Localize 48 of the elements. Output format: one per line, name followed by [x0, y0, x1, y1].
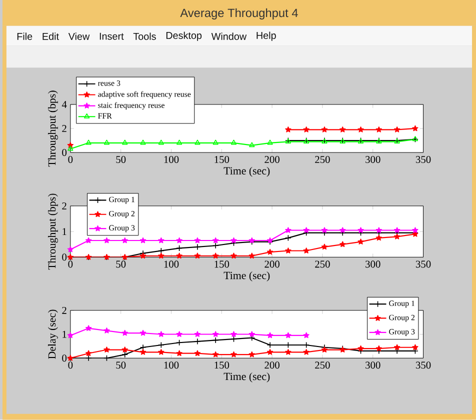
x-tick-label: 350 [416, 260, 431, 268]
y-axis-title: Throughput (bps) [48, 90, 58, 167]
y-tick-label: 2 [62, 125, 66, 132]
x-tick-label: 150 [214, 156, 230, 164]
x-tick-label: 50 [116, 362, 126, 369]
chart-title: Average Throughput 4 [180, 8, 298, 20]
x-tick-label: 100 [164, 156, 179, 164]
y-tick-label: 4 [62, 101, 67, 108]
x-tick-label: 300 [366, 156, 380, 164]
x-tick-label: 50 [116, 156, 126, 164]
y-axis-title: Throughput (bps) [48, 194, 58, 270]
y-axis-title: Delay (sec) [48, 310, 58, 360]
x-tick-label: 200 [264, 362, 280, 369]
x-tick-label: 0 [68, 362, 73, 369]
x-tick-label: 250 [315, 260, 330, 268]
x-tick-label: 0 [68, 260, 73, 268]
x-tick-label: 50 [116, 260, 126, 268]
x-tick-label: 150 [214, 362, 230, 369]
y-tick-label: 2 [62, 202, 66, 210]
x-axis-title: Time (sec) [224, 272, 270, 282]
x-axis-title: Time (sec) [224, 166, 270, 177]
x-tick-label: 300 [366, 260, 380, 268]
y-tick-label: 0 [62, 149, 67, 156]
y-tick-label: 2 [62, 307, 66, 314]
text: Tools [133, 32, 156, 40]
x-tick-label: 100 [164, 260, 179, 268]
text: File [17, 32, 32, 40]
y-tick-label: 0 [62, 254, 67, 261]
y-tick-label: 0 [62, 354, 67, 362]
x-axis-title: Time (sec) [224, 372, 270, 382]
text: View [68, 32, 90, 40]
x-tick-label: 200 [264, 156, 280, 164]
text: Insert [100, 32, 124, 40]
x-tick-label: 100 [164, 362, 179, 369]
x-tick-label: 0 [68, 156, 73, 164]
text: Desktop [166, 32, 202, 42]
x-tick-label: 300 [366, 362, 380, 369]
x-tick-label: 350 [416, 156, 431, 164]
x-tick-label: 150 [214, 260, 230, 268]
text: Window [211, 32, 247, 40]
x-tick-label: 350 [416, 362, 431, 369]
text: Edit [42, 32, 59, 40]
y-tick-label: 1 [62, 330, 66, 338]
x-tick-label: 250 [315, 156, 330, 164]
x-tick-label: 250 [315, 362, 330, 369]
x-tick-label: 200 [264, 260, 280, 268]
text: Help [256, 32, 276, 42]
y-tick-label: 1 [62, 228, 66, 236]
